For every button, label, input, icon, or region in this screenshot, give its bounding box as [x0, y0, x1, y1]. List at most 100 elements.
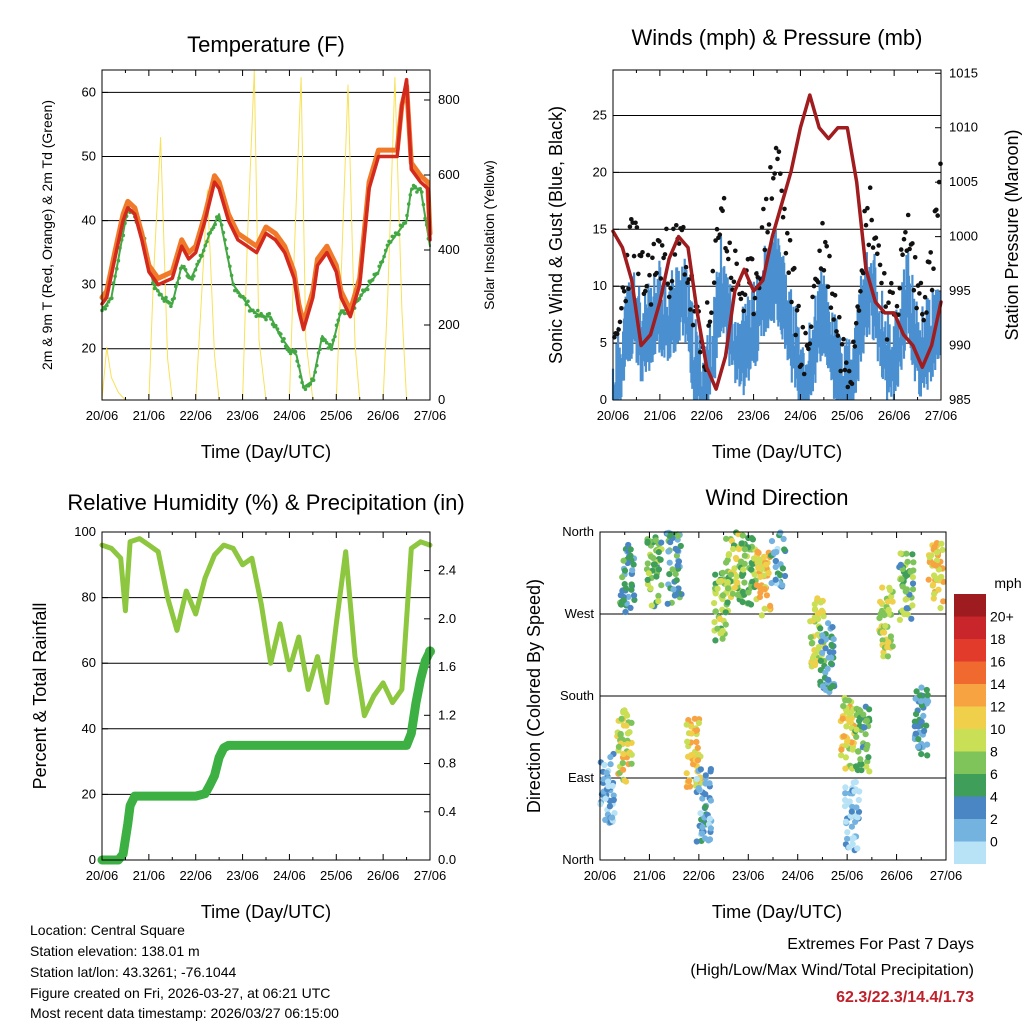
wind-direction-point [702, 803, 709, 811]
colorbar-tick-label: 8 [990, 744, 998, 760]
wind-direction-point [857, 756, 864, 763]
dewpoint-point [160, 296, 165, 301]
wind-direction-point [913, 688, 920, 695]
dewpoint-point [408, 193, 413, 197]
wind-direction-point [619, 759, 626, 767]
gust-point [772, 171, 777, 176]
wind-direction-point [884, 653, 892, 660]
dewpoint-point [275, 327, 280, 331]
gust-point [834, 329, 839, 334]
wind-direction-point [885, 639, 892, 646]
wind-direction-point [838, 752, 845, 759]
gust-point [901, 236, 907, 242]
wind-direction-point [725, 551, 733, 558]
gust-point [808, 324, 814, 330]
wind-direction-point [897, 550, 904, 557]
wind-direction-point [631, 592, 638, 599]
gust-point [831, 317, 836, 322]
gust-point [883, 304, 888, 309]
gust-point [936, 179, 942, 185]
gust-point [768, 165, 773, 170]
gust-point [683, 264, 689, 270]
dewpoint-line [101, 187, 431, 389]
dewpoint-point [192, 274, 196, 278]
dewpoint-point [159, 292, 163, 297]
wind-direction-point [768, 538, 776, 545]
temp-x-axis-tick-label: 23/06 [226, 408, 259, 423]
wind-x-axis-tick-label: 24/06 [784, 408, 817, 423]
wind-direction-point [603, 769, 610, 776]
temp-y-axis-tick-label: 60 [82, 84, 96, 99]
wind-direction-point [741, 546, 749, 553]
wind-direction-point [691, 715, 698, 722]
wind-direction-point [734, 579, 741, 586]
wind-direction-point [620, 557, 627, 564]
dewpoint-point [190, 277, 194, 281]
extremes-subtitle: (High/Low/Max Wind/Total Precipitation) [690, 962, 974, 979]
wind-direction-point [844, 738, 851, 745]
gust-point [849, 381, 855, 387]
relative-humidity-line [99, 536, 433, 719]
gust-point [918, 280, 924, 286]
wind-direction-point [911, 718, 919, 725]
wind-direction-point [902, 596, 909, 603]
gust-point [841, 336, 846, 342]
wind-direction-point [757, 584, 764, 591]
gust-point [620, 285, 626, 290]
wind-direction-point [923, 686, 930, 694]
wind-direction-point [862, 731, 869, 738]
wind-direction-point [621, 567, 629, 574]
wind-direction-point [652, 537, 660, 544]
wind-direction-point [719, 635, 726, 642]
gust-point [666, 294, 672, 300]
dewpoint-point [252, 310, 257, 315]
wind-direction-point [828, 654, 835, 661]
wind-direction-point [601, 761, 608, 769]
dewpoint-point [269, 317, 273, 321]
rh-x-axis-tick-label: 20/06 [86, 868, 119, 883]
wind-direction-point [909, 551, 916, 558]
wind-direction-point [647, 585, 654, 592]
rh-y-axis-tick-label: 20 [82, 786, 96, 801]
dewpoint-point [377, 264, 382, 269]
direction-y-axis-tick-label: North [562, 524, 594, 539]
wind-direction-point [666, 571, 673, 578]
rh-x-axis-tick-label: 23/06 [226, 868, 259, 883]
gust-point [645, 252, 651, 258]
wind-direction-point [702, 835, 709, 842]
wind-direction-point [932, 562, 939, 569]
wind-direction-point [829, 624, 836, 631]
dewpoint-point [113, 274, 117, 279]
gust-point [778, 171, 783, 176]
colorbar-tick-label: 0 [990, 834, 998, 850]
gust-point [686, 277, 692, 282]
gust-point [799, 362, 804, 368]
gust-point [648, 302, 654, 307]
colorbar-swatch [954, 729, 986, 752]
dewpoint-point [172, 296, 176, 301]
wind-direction-point [933, 576, 940, 583]
wind-direction-point [722, 621, 729, 628]
precip-y-axis-tick-label: 0.8 [438, 756, 456, 771]
gust-point [912, 254, 918, 260]
wind-direction-point [702, 791, 709, 798]
wind-direction-point [622, 585, 630, 592]
wind-direction-point [628, 760, 635, 767]
wind-direction-point [707, 825, 715, 832]
wind-direction-point [912, 695, 919, 702]
gust-point [900, 252, 905, 257]
gust-point [869, 217, 874, 223]
wind-direction-point [694, 757, 702, 764]
wind-direction-point [730, 545, 737, 553]
dewpoint-point [313, 370, 318, 374]
wind-direction-point [655, 549, 662, 556]
wind-direction-point [923, 722, 930, 729]
precip-y-axis-tick-label: 2.4 [438, 563, 456, 578]
dewpoint-point [116, 258, 121, 263]
gust-point [634, 225, 640, 230]
gust-point [929, 287, 935, 293]
wind-y-axis-tick-label: 5 [600, 335, 607, 350]
wind-direction-point [655, 566, 663, 573]
dewpoint-point [274, 323, 278, 328]
gust-point [710, 268, 716, 274]
